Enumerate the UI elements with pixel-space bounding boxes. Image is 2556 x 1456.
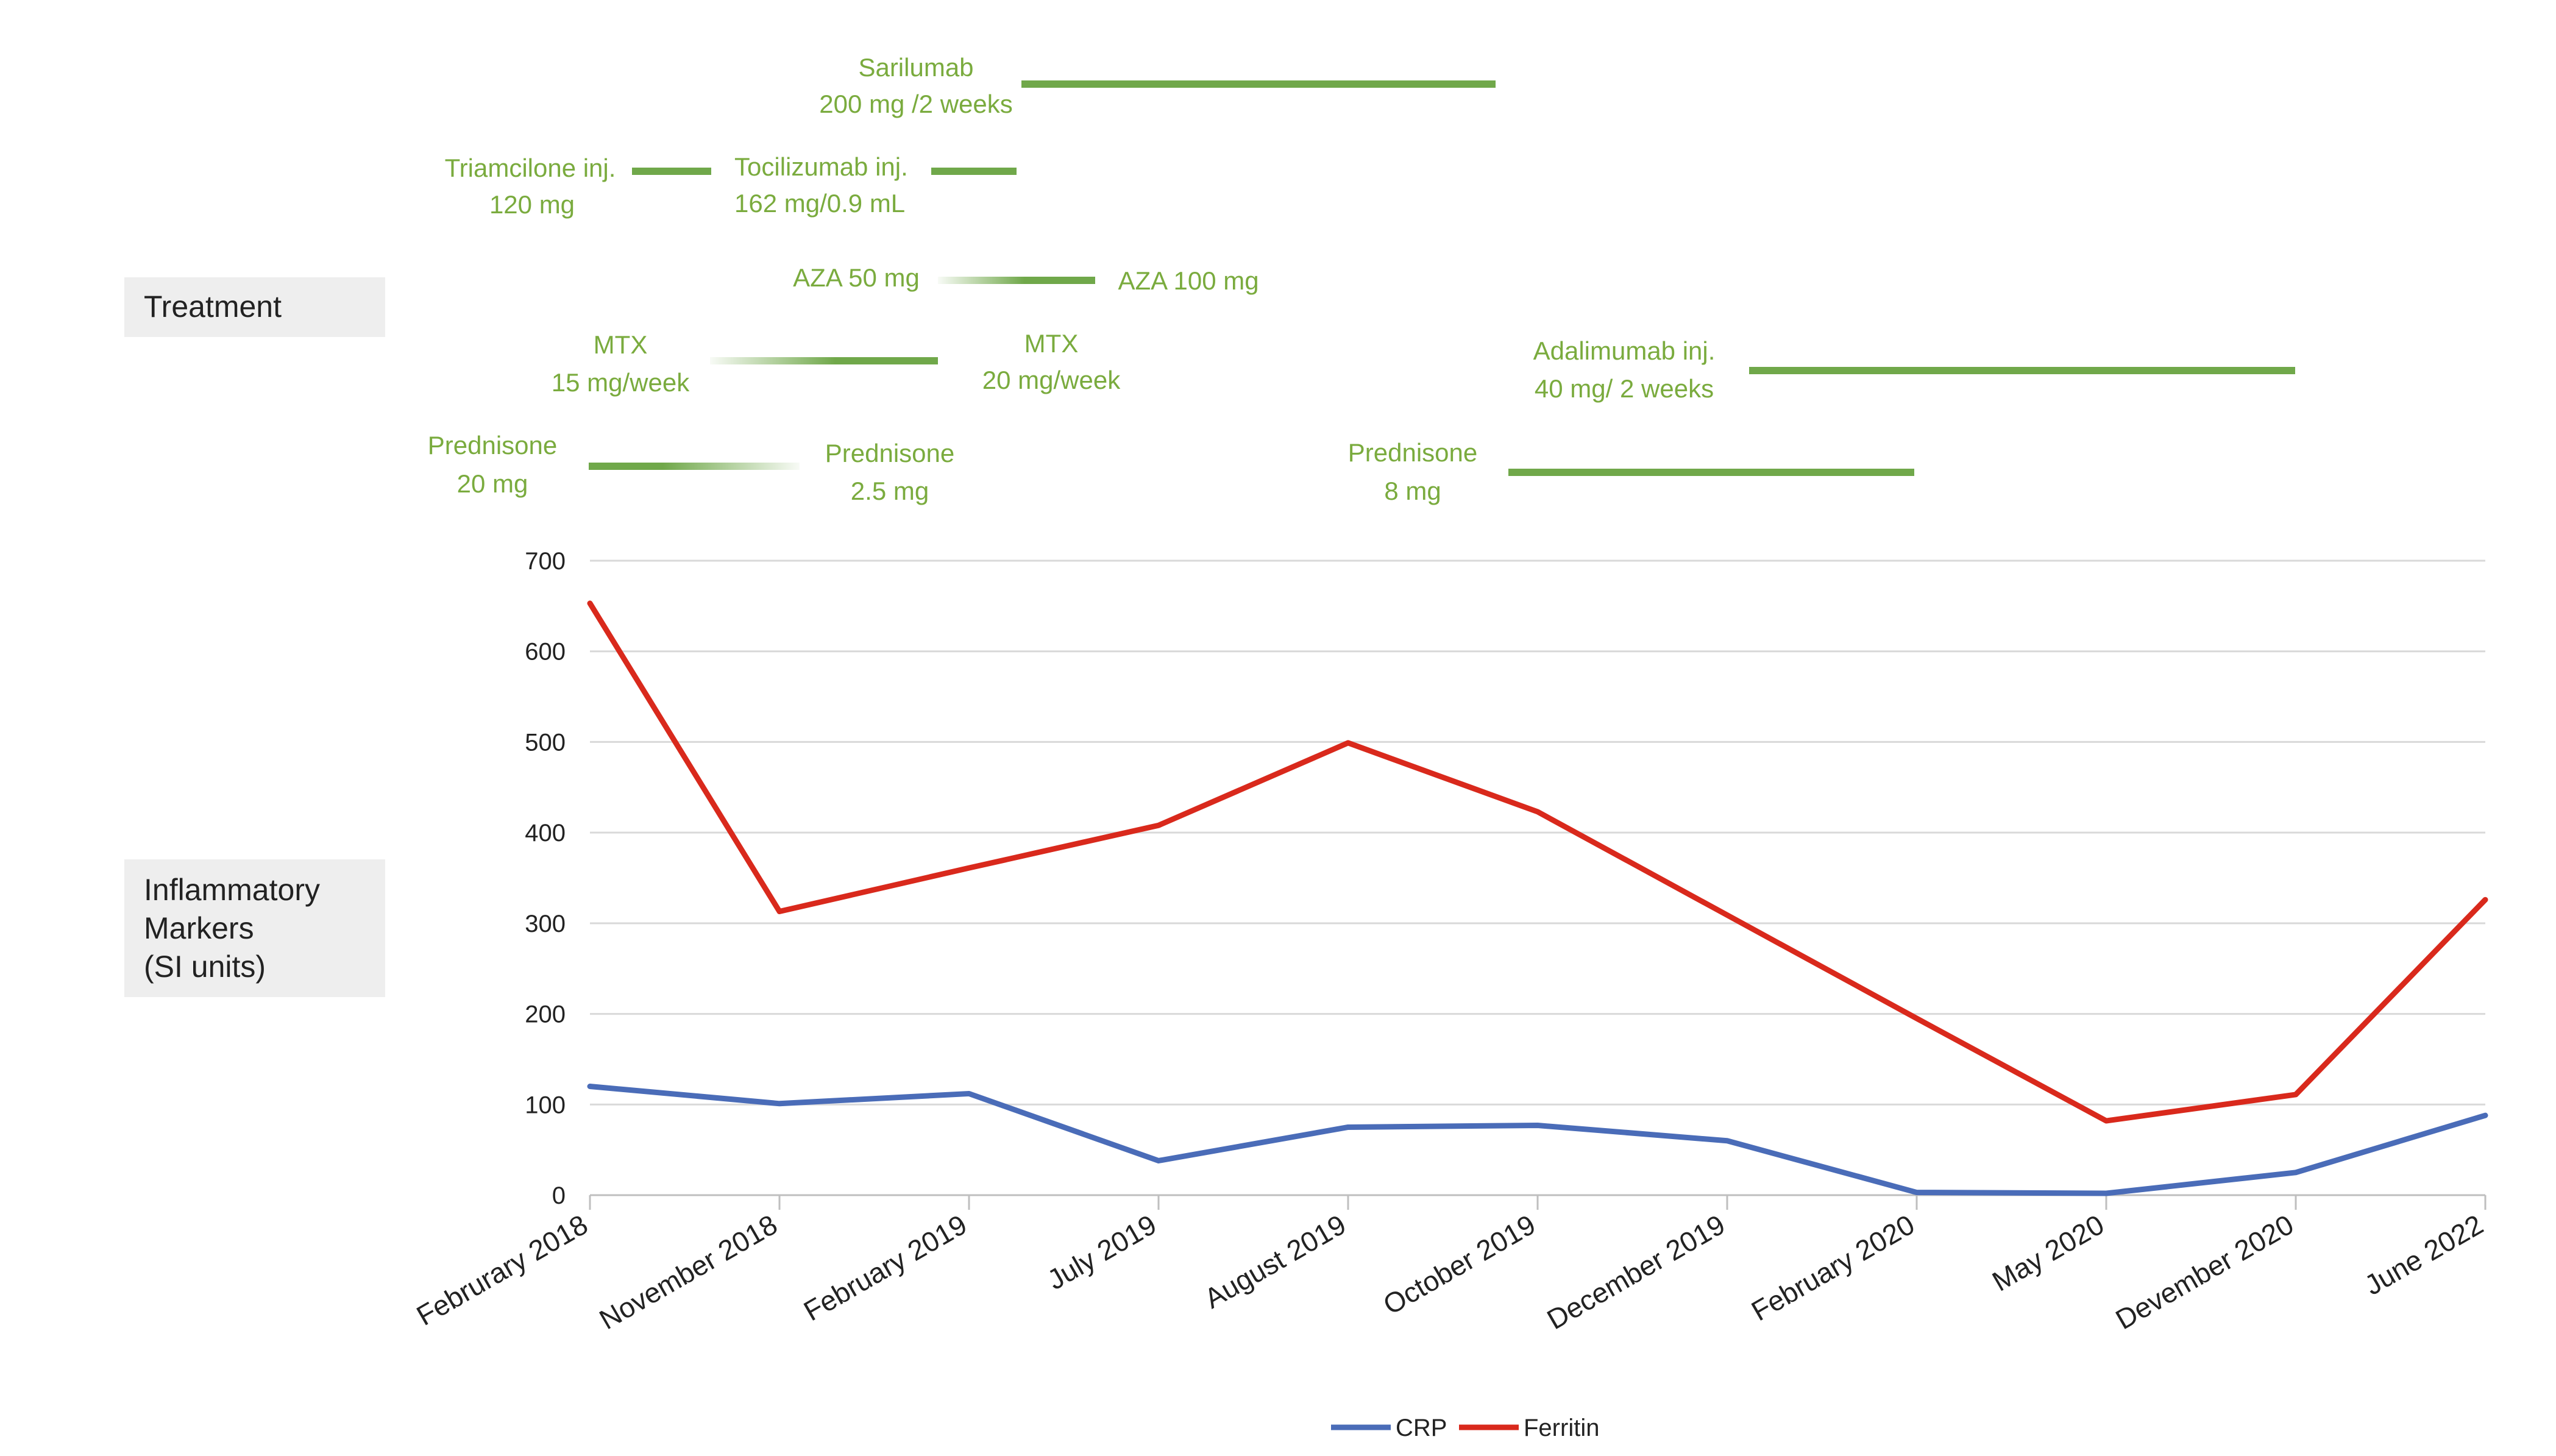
y-tick-label: 500 [525, 729, 566, 756]
series-lines [587, 600, 2488, 1196]
adalimumab-label-line-2: 40 mg/ 2 weeks [1535, 374, 1714, 403]
legend-label-ferritin: Ferritin [1524, 1415, 1599, 1441]
x-tick-label: February 2020 [1746, 1209, 1920, 1327]
aza-bar [938, 277, 1095, 284]
sarilumab-label-line-2: 200 mg /2 weeks [819, 90, 1013, 118]
markers-label-line-2: Markers [144, 911, 254, 945]
legend-item-ferritin: Ferritin [1459, 1415, 1599, 1441]
triamcilone-label-line-2: 120 mg [489, 190, 575, 219]
markers-label-line-3: (SI units) [144, 950, 266, 984]
legend-label-crp: CRP [1396, 1415, 1447, 1441]
y-axis-ticks: 0 100 200 300 400 500 600 700 [525, 548, 566, 1209]
x-tick-label: June 2022 [2359, 1209, 2488, 1301]
mtx-bar [710, 357, 938, 364]
prednisone1-end-label-line-1: Prednisone [825, 439, 954, 467]
markers-label-box [124, 859, 385, 997]
mtx-start-label-line-2: 15 mg/week [552, 368, 690, 397]
treatment-label-box [124, 277, 385, 337]
prednisone2-label-line-1: Prednisone [1348, 438, 1477, 467]
tocilizumab-label-line-1: Tocilizumab inj. [734, 152, 908, 181]
crp-point [589, 1086, 591, 1087]
tocilizumab-bar [931, 168, 1017, 175]
markers-label-line-1: Inflammatory [144, 873, 320, 907]
prednisone2-label-line-2: 8 mg [1384, 477, 1441, 505]
y-tick-label: 700 [525, 548, 566, 575]
y-tick-label: 300 [525, 911, 566, 937]
x-tick-label: February 2019 [798, 1209, 972, 1327]
x-tick-label: November 2018 [594, 1209, 783, 1336]
mtx-end-label-line-2: 20 mg/week [982, 366, 1121, 394]
x-tick-label: December 2019 [1542, 1209, 1730, 1336]
sarilumab-label-line-1: Sarilumab [858, 53, 973, 82]
tocilizumab-label-line-2: 162 mg/0.9 mL [734, 189, 905, 218]
prednisone1-end-label-line-2: 2.5 mg [851, 477, 929, 505]
treatment-label-text: Treatment [144, 289, 282, 324]
legend-item-crp: CRP [1331, 1415, 1447, 1441]
inflammatory-markers-chart: 0 100 200 300 400 500 600 700 Februrary 2018 Nov… [411, 548, 2488, 1335]
x-tick-label: Februrary 2018 [411, 1209, 593, 1332]
prednisone1-start-label-line-2: 20 mg [457, 469, 528, 498]
prednisone1-bar [589, 463, 800, 470]
adalimumab-label-line-1: Adalimumab inj. [1533, 336, 1716, 365]
aza-end-label: AZA 100 mg [1118, 266, 1258, 295]
x-axis [589, 1194, 2487, 1210]
mtx-end-label-line-1: MTX [1024, 329, 1079, 358]
ferritin-line [587, 600, 2488, 1124]
crp-point [1347, 1126, 1349, 1128]
y-tick-label: 200 [525, 1001, 566, 1028]
crp-point [779, 1103, 780, 1104]
x-tick-label: August 2019 [1199, 1209, 1351, 1315]
x-tick-label: July 2019 [1042, 1209, 1162, 1296]
crp-point [1727, 1140, 1728, 1142]
treatment-side-label: Treatment [124, 277, 385, 337]
sarilumab-bar [1021, 80, 1496, 88]
legend: CRP Ferritin [1331, 1415, 1599, 1441]
ferritin-point [1347, 742, 1349, 744]
markers-side-label: Inflammatory Markers (SI units) [124, 859, 385, 997]
crp-point [2106, 1193, 2107, 1194]
aza-start-label: AZA 50 mg [793, 263, 920, 292]
y-tick-label: 0 [552, 1182, 566, 1209]
x-tick-label: Devember 2020 [2110, 1209, 2299, 1336]
x-tick-label: October 2019 [1378, 1209, 1541, 1321]
prednisone2-bar [1508, 469, 1914, 476]
treatment-timeline: Sarilumab 200 mg /2 weeks Triamcilone in… [428, 53, 2295, 505]
prednisone1-start-label-line-1: Prednisone [428, 431, 557, 460]
ferritin-point [779, 911, 780, 912]
crp-point [2485, 1115, 2486, 1116]
y-tick-label: 400 [525, 820, 566, 847]
x-tick-label: May 2020 [1987, 1209, 2109, 1298]
gridlines [590, 559, 2485, 1106]
mtx-start-label-line-1: MTX [594, 330, 648, 359]
crp-line [587, 1084, 2488, 1196]
adalimumab-bar [1749, 367, 2295, 374]
triamcilone-bar [632, 168, 711, 175]
crp-point [968, 1093, 970, 1094]
x-axis-labels: Februrary 2018 November 2018 February 2019… [411, 1209, 2488, 1336]
triamcilone-label-line-1: Triamcilone inj. [445, 154, 616, 182]
y-tick-label: 600 [525, 639, 566, 666]
y-tick-label: 100 [525, 1092, 566, 1118]
